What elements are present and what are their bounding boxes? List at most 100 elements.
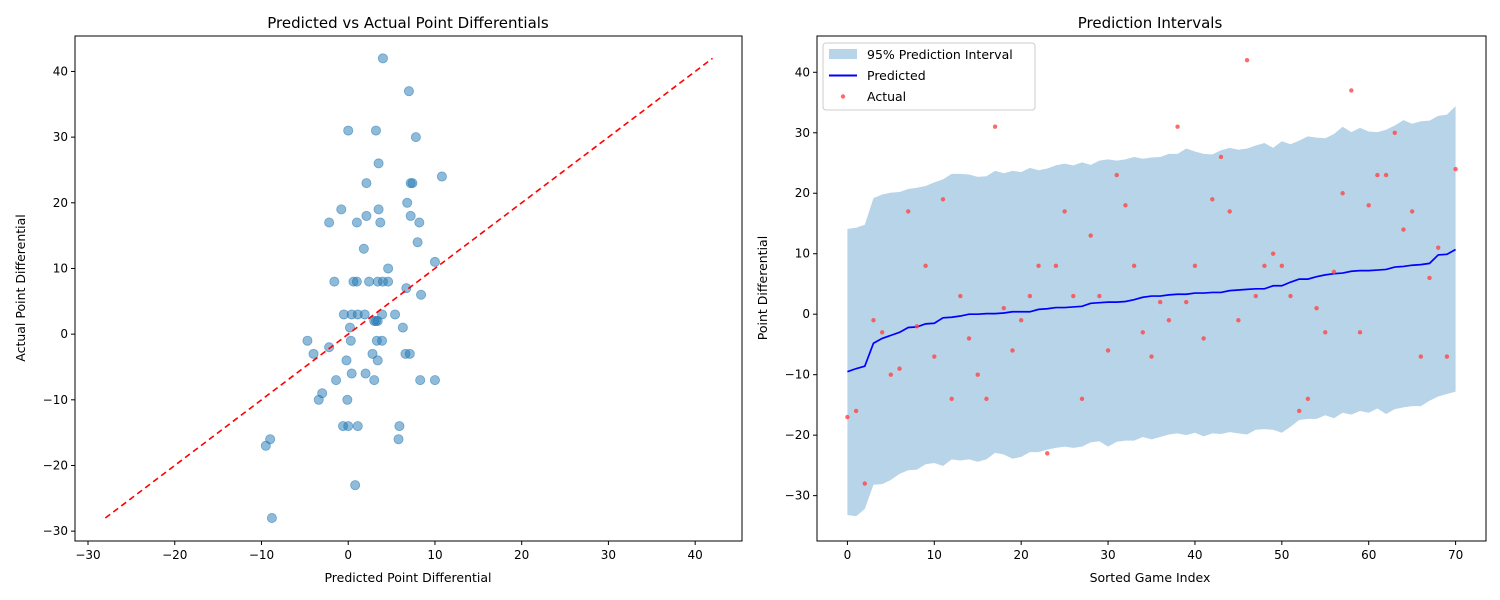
actual-point [1192, 263, 1198, 269]
actual-point [862, 481, 867, 486]
y-tick-label: 30 [795, 126, 810, 140]
data-point [370, 125, 381, 136]
data-point [412, 237, 423, 248]
data-point [377, 53, 388, 64]
actual-point [1297, 408, 1302, 414]
actual-point [1045, 451, 1050, 456]
actual-point [1305, 396, 1311, 402]
axes: −30 −20 −10 0 10 20 30 40 −30 −20 −10 0 10 20 30 40 [43, 35, 743, 562]
actual-point [888, 372, 894, 377]
x-tick-label: 10 [427, 548, 442, 562]
reference-line [104, 57, 713, 519]
data-point [405, 210, 416, 221]
y-tick-label: −20 [43, 458, 68, 472]
y-tick-label: −30 [785, 489, 810, 503]
data-point [401, 283, 412, 294]
x-tick-label: 50 [1274, 548, 1289, 562]
actual-point [1314, 305, 1319, 311]
actual-point [906, 209, 911, 214]
data-point [361, 210, 372, 221]
data-point [352, 421, 363, 432]
x-tick-label: 10 [927, 548, 942, 562]
actual-point [1331, 269, 1337, 275]
actual-point [1349, 88, 1354, 93]
actual-point [1105, 348, 1111, 353]
actual-point [1357, 330, 1363, 335]
y-tick-label: 0 [60, 327, 68, 341]
actual-point [1079, 396, 1085, 402]
data-point [414, 217, 425, 228]
x-axis-label: Sorted Game Index [1090, 570, 1211, 585]
y-tick-label: −10 [785, 368, 810, 382]
actual-point [1131, 263, 1137, 269]
data-point [341, 355, 352, 366]
y-tick-label: −20 [785, 428, 810, 442]
actual-point [1270, 251, 1276, 256]
actual-point [958, 293, 963, 299]
data-point [403, 86, 414, 97]
actual-point [1253, 293, 1258, 299]
actual-point [1201, 336, 1206, 341]
data-point [416, 289, 427, 300]
axes-frame [816, 35, 1487, 542]
actual-point [1279, 263, 1285, 269]
x-tick-label: 0 [344, 548, 352, 562]
actual-point [1418, 354, 1424, 359]
data-point [369, 375, 380, 386]
actual-point [1010, 348, 1015, 353]
actual-point [1071, 293, 1076, 299]
data-point [360, 368, 371, 379]
actual-point [1436, 245, 1441, 250]
data-point [393, 434, 404, 445]
actual-point [1149, 354, 1154, 359]
actual-point [1027, 293, 1033, 299]
y-tick-label: −10 [43, 393, 68, 407]
data-point [346, 368, 357, 379]
x-tick-label: 60 [1361, 548, 1376, 562]
actual-point [1001, 305, 1006, 311]
y-tick-label: 0 [802, 307, 810, 321]
data-point [383, 276, 394, 287]
x-tick-label: 70 [1448, 548, 1463, 562]
actual-point [1392, 130, 1397, 135]
data-point [375, 217, 386, 228]
data-point [266, 513, 277, 524]
data-point [343, 421, 354, 432]
actual-point [1175, 124, 1180, 129]
actual-point [914, 324, 920, 329]
data-point [410, 132, 421, 143]
actual-point [871, 318, 876, 323]
data-point [429, 256, 440, 267]
x-tick-label: 30 [1100, 548, 1115, 562]
actual-point [853, 408, 859, 414]
data-point [402, 197, 413, 208]
data-point [404, 348, 415, 359]
x-axis-label: Predicted Point Differential [324, 570, 491, 585]
actual-point [1114, 172, 1119, 178]
actual-point [1236, 318, 1241, 323]
data-point [313, 394, 324, 405]
data-point [336, 204, 347, 215]
data-point [345, 335, 356, 346]
actual-point [1401, 227, 1406, 232]
data-point [324, 217, 335, 228]
actual-point [1262, 263, 1267, 269]
actual-point [949, 396, 954, 402]
x-tick-label: −30 [75, 548, 100, 562]
x-tick-label: −20 [162, 548, 187, 562]
data-point [359, 309, 370, 320]
actual-point [1444, 354, 1450, 359]
x-tick-label: 40 [688, 548, 703, 562]
actual-point [1053, 263, 1059, 269]
actual-point [1409, 209, 1415, 214]
actual-point [1244, 57, 1250, 63]
data-point [364, 276, 375, 287]
legend-frame [822, 42, 1036, 111]
x-tick-label: 40 [1187, 548, 1202, 562]
data-point [361, 178, 372, 189]
actual-point [1088, 233, 1093, 238]
actual-point [1340, 191, 1345, 196]
plot-area [845, 57, 1458, 517]
actual-point [1062, 209, 1067, 214]
